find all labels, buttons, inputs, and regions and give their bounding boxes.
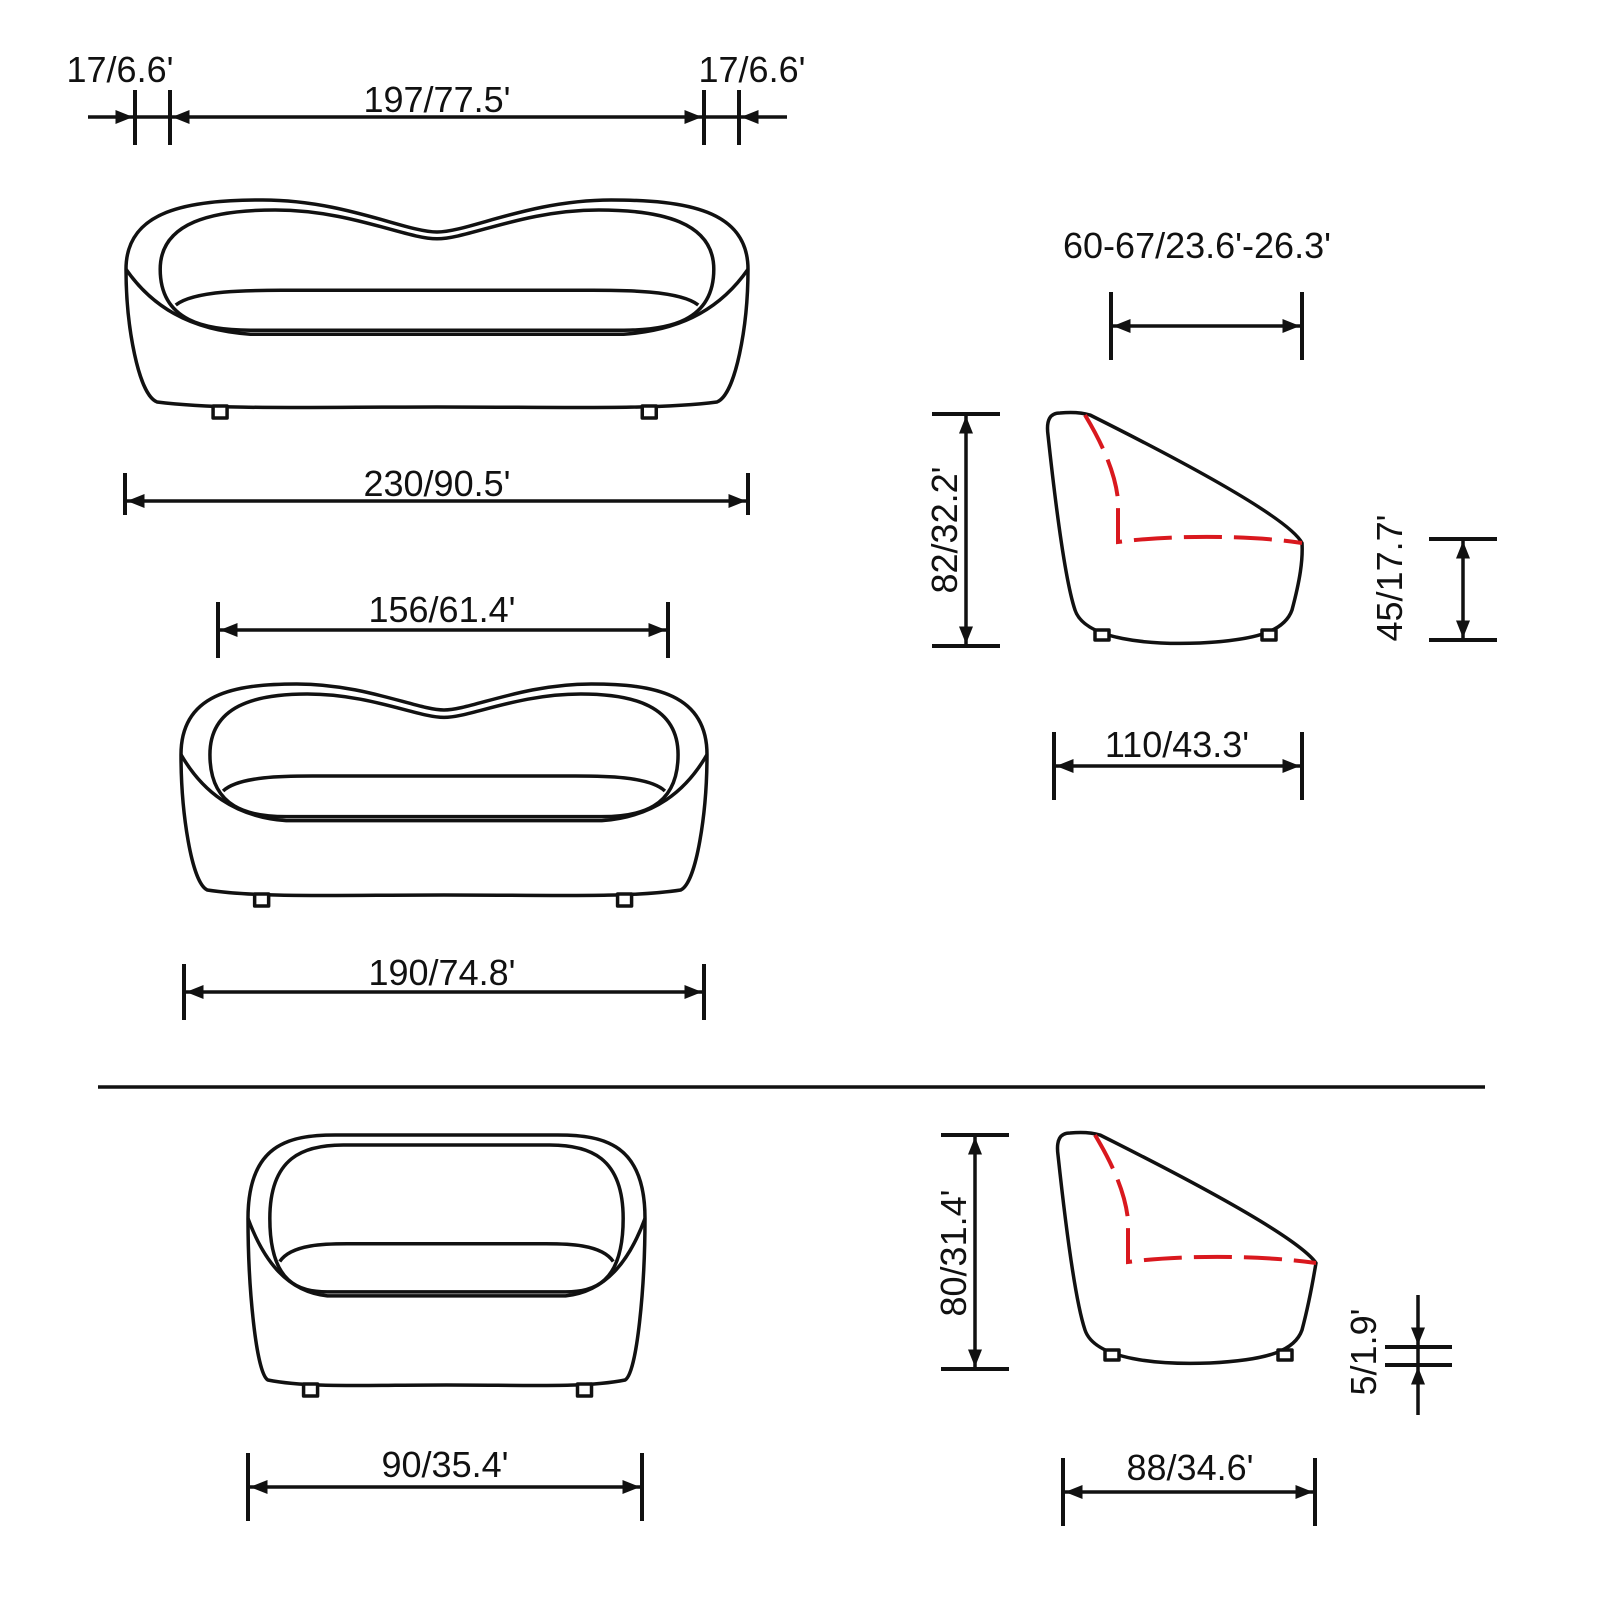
dim-chair-seat-height [1429,537,1497,642]
dim-top-width-chain [88,90,787,145]
sofa-leg [575,1382,594,1398]
dim-single-width-label: 90/35.4' [382,1444,509,1485]
sofa-backrest [208,692,680,819]
dim-chair-seat-height-label: 45/17.7' [1369,515,1410,642]
three-seat-sofa-front-view [124,198,750,420]
sofa-leg [640,404,659,420]
single-sofa-front-view [246,1133,647,1398]
dim-sofa3-total-label: 230/90.5' [363,463,510,504]
seat-guide-dashed [1093,1133,1317,1265]
dim-single-width [246,1453,644,1521]
sofa-leg [252,892,271,908]
dim-arm-left-label: 17/6.6' [67,49,174,90]
dim-arm-right-label: 17/6.6' [699,49,806,90]
dim-single-height-label: 80/31.4' [933,1190,974,1317]
dim-chair-depth [1052,732,1304,800]
sofa-seat-line [221,774,667,793]
sofa-arm-line [124,268,750,336]
dim-chair-height [932,412,1000,648]
dim-sofa2-total [182,964,706,1020]
sofa-backrest [158,208,716,332]
dim-sofa3-total [123,473,750,515]
dim-leg-height [1385,1295,1452,1415]
sofa-arm-line [179,753,709,823]
two-seat-sofa-front-view [179,682,709,908]
sofa-backrest [268,1143,625,1294]
dim-sofa2-total-label: 190/74.8' [368,952,515,993]
sofa-seat-line [174,288,700,307]
dim-chair-height-label: 82/32.2' [924,467,965,594]
chair-side-view-1 [1045,410,1304,646]
dim-sofa2-inner-label: 156/61.4' [368,589,515,630]
dim-chair-depth-label: 110/43.3' [1105,724,1249,765]
dim-chair-seat-depth [1109,292,1304,360]
sofa-leg [211,404,229,420]
sofa-leg [301,1382,320,1398]
dim-chair-seat-depth-label: 60-67/23.6'-26.3' [1063,225,1331,266]
dim-single-depth-label: 88/34.6' [1127,1447,1254,1488]
sofa-seat-line [278,1242,615,1263]
seat-guide-dashed [1083,413,1303,545]
dim-single-height [941,1133,1009,1371]
dim-sofa3-inner-label: 197/77.5' [363,79,510,120]
dim-single-depth [1061,1458,1317,1526]
dim-leg-height-label: 5/1.9' [1343,1309,1384,1396]
chair-side-view-2 [1055,1130,1318,1366]
sofa-leg [615,892,634,908]
sofa-arm-line [246,1217,647,1298]
dim-sofa2-inner [216,602,670,658]
